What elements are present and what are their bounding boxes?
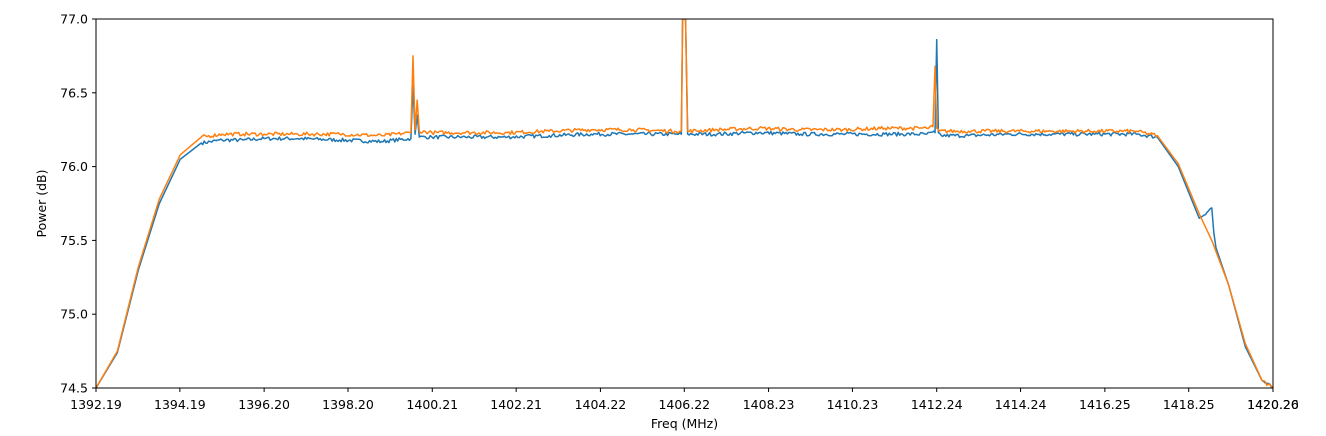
- series-line-2: [96, 19, 1273, 388]
- x-tick-label: 1416.25: [1079, 397, 1131, 412]
- x-tick-label: 1410.23: [827, 397, 879, 412]
- y-tick-label: 76.0: [60, 159, 88, 174]
- x-tick-label: 1420.26: [1247, 397, 1299, 412]
- x-axis-label: Freq (MHz): [651, 416, 718, 431]
- x-tick-label: 1402.21: [490, 397, 542, 412]
- x-tick-label: 1414.24: [995, 397, 1047, 412]
- x-tick-label: 1418.25: [1163, 397, 1215, 412]
- y-tick-label: 75.5: [60, 233, 88, 248]
- y-tick-label: 74.5: [60, 381, 88, 396]
- x-tick-label: 1408.23: [743, 397, 795, 412]
- x-axis: 1392.19 1394.19 1396.20 1398.20 1400.21 1402.…: [70, 388, 1299, 412]
- series-layer: [96, 19, 1273, 388]
- x-tick-label: 1398.20: [322, 397, 374, 412]
- x-tick-label-overlap: 1420.20: [1247, 397, 1299, 412]
- x-tick-label: 1396.20: [238, 397, 290, 412]
- y-tick-label: 76.5: [60, 85, 88, 100]
- y-axis: 74.5 75.0 75.5 76.0 76.5 77.0: [60, 12, 96, 396]
- x-tick-label: 1404.22: [575, 397, 627, 412]
- x-tick-label: 1412.24: [911, 397, 963, 412]
- x-tick-label: 1394.19: [154, 397, 206, 412]
- x-tick-label: 1400.21: [406, 397, 458, 412]
- y-tick-label: 77.0: [60, 12, 88, 27]
- x-tick-label: 1406.22: [658, 397, 710, 412]
- x-tick-label: 1392.19: [70, 397, 122, 412]
- series-line-1: [96, 19, 1273, 388]
- y-axis-label: Power (dB): [34, 169, 49, 237]
- y-tick-label: 75.0: [60, 307, 88, 322]
